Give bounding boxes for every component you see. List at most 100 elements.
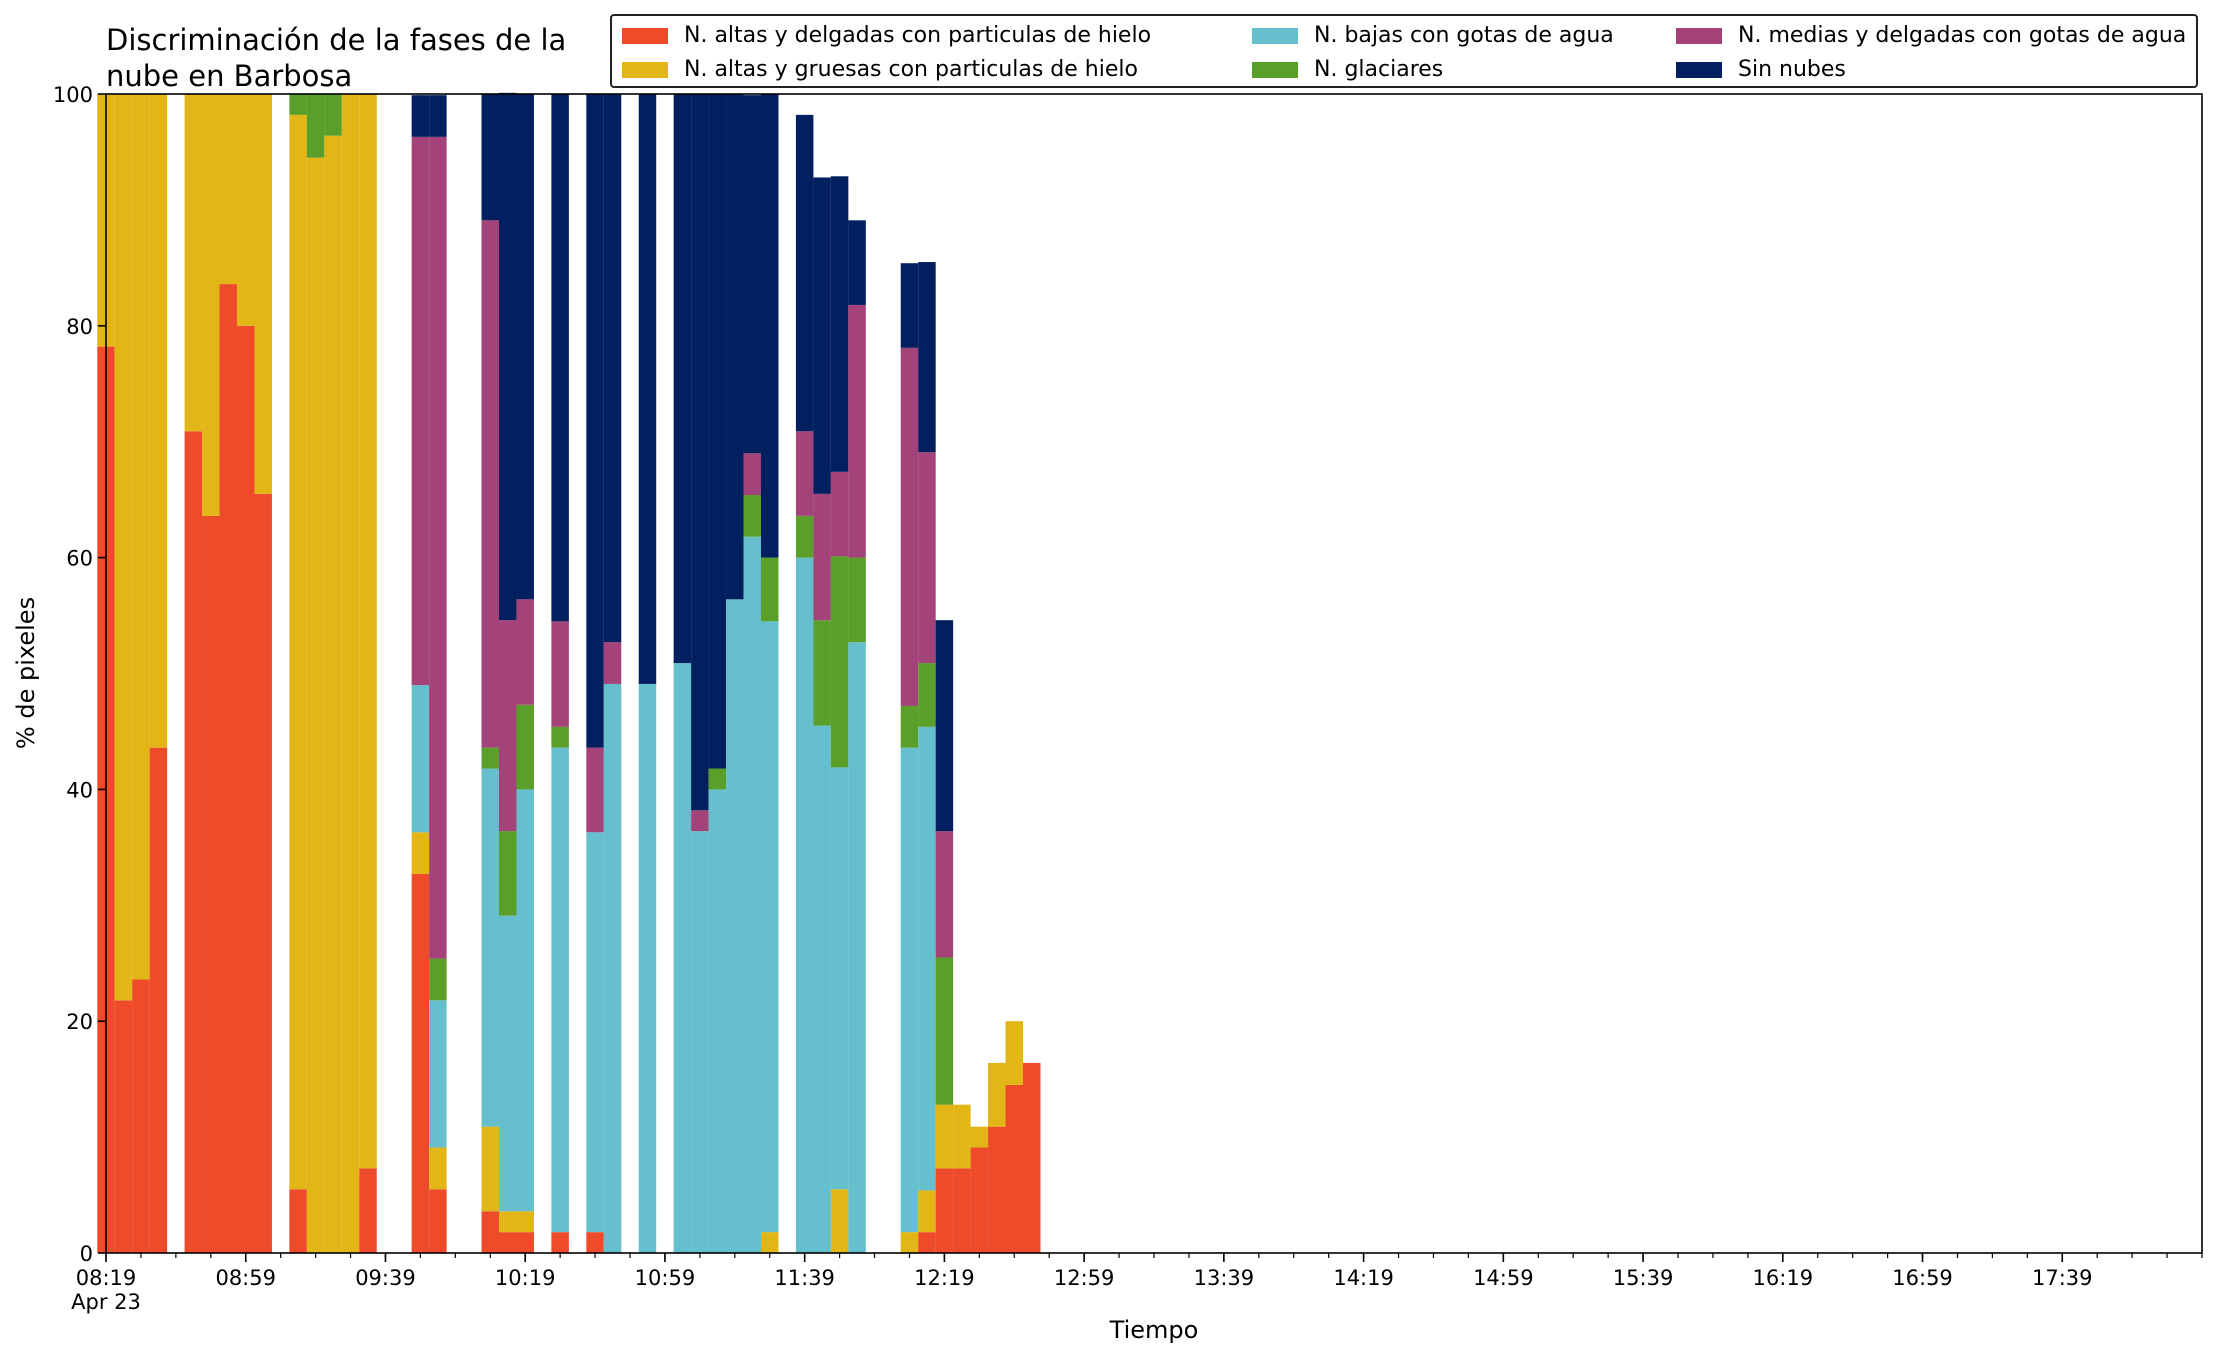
bar-segment bbox=[498, 92, 517, 621]
x-tick-label: 17:39 bbox=[2032, 1266, 2093, 1290]
bar-segment bbox=[795, 515, 814, 558]
x-tick-label: 11:39 bbox=[774, 1266, 835, 1290]
bar-segment bbox=[586, 832, 604, 1233]
bar-segment bbox=[149, 94, 168, 748]
bar-segment bbox=[988, 1126, 1006, 1253]
bar-segment bbox=[481, 768, 500, 1127]
x-tick-label: 14:19 bbox=[1333, 1266, 1394, 1290]
bar-segment bbox=[935, 620, 954, 832]
legend-label: N. glaciares bbox=[1314, 57, 1444, 82]
bar-segment bbox=[586, 1232, 604, 1253]
bar-segment bbox=[813, 493, 831, 621]
bar-segment bbox=[760, 1232, 779, 1253]
bar-segment bbox=[935, 1104, 954, 1169]
bar-segment bbox=[411, 136, 430, 686]
bar-segment bbox=[848, 557, 866, 643]
bar-segment bbox=[551, 621, 569, 727]
bar-segment bbox=[306, 94, 325, 158]
bar-segment bbox=[516, 1232, 534, 1253]
bar-segment bbox=[429, 1000, 447, 1148]
bar-segment bbox=[289, 114, 307, 1190]
x-tick-label: 09:39 bbox=[355, 1266, 416, 1290]
bar-segment bbox=[795, 557, 814, 1253]
bar-segment bbox=[324, 135, 342, 1254]
legend-swatch bbox=[1676, 62, 1722, 78]
bar-segment bbox=[900, 747, 919, 1233]
x-axis-label: Tiempo bbox=[1109, 1316, 1199, 1344]
bar-segment bbox=[481, 1211, 500, 1253]
bar-segment bbox=[359, 1168, 377, 1253]
bar-segment bbox=[498, 831, 517, 916]
bar-segment bbox=[516, 599, 534, 705]
bar-segment bbox=[830, 471, 849, 557]
bar-segment bbox=[114, 94, 133, 1001]
bar-segment bbox=[743, 495, 762, 537]
bar-segment bbox=[236, 94, 255, 326]
x-tick-label: 10:59 bbox=[635, 1266, 696, 1290]
plot-frame bbox=[105, 93, 2203, 1254]
bar-segment bbox=[918, 1190, 936, 1233]
x-tick-label: 16:59 bbox=[1892, 1266, 1953, 1290]
bar-segment bbox=[848, 642, 866, 1253]
bar-segment bbox=[795, 431, 814, 516]
y-axis: 0 20 40 60 80 100 bbox=[53, 83, 106, 1266]
bar-segment bbox=[516, 94, 534, 600]
bar-segment bbox=[429, 958, 447, 1001]
bar-segment bbox=[900, 347, 919, 706]
bar-segment bbox=[743, 453, 762, 496]
x-tick-label: 10:19 bbox=[495, 1266, 556, 1290]
x-tick-label: 08:19 bbox=[76, 1266, 137, 1290]
bar-segment bbox=[132, 979, 150, 1253]
bar-segment bbox=[673, 663, 692, 1253]
legend-swatch bbox=[622, 62, 668, 78]
bar-segment bbox=[114, 1000, 133, 1253]
bar-segment bbox=[638, 683, 657, 1253]
bar-segment bbox=[219, 94, 238, 285]
bar-segment bbox=[219, 284, 238, 1254]
legend-swatch bbox=[1676, 28, 1722, 44]
bar-segment bbox=[429, 136, 447, 959]
x-tick-label: 12:19 bbox=[914, 1266, 975, 1290]
bar-segment bbox=[603, 642, 622, 684]
bar-segment bbox=[289, 94, 307, 115]
bar-segment bbox=[498, 1232, 517, 1253]
bar-segment bbox=[289, 1189, 307, 1253]
bar-segment bbox=[708, 94, 727, 769]
legend-swatch bbox=[622, 28, 668, 44]
bar-segment bbox=[848, 220, 866, 305]
x-tick-label: 08:59 bbox=[215, 1266, 276, 1290]
y-tick-label: 60 bbox=[66, 547, 93, 571]
x-tick-label: 16:19 bbox=[1753, 1266, 1814, 1290]
x-tick-label: 13:39 bbox=[1194, 1266, 1255, 1290]
bar-segment bbox=[202, 515, 220, 1253]
bar-segment bbox=[132, 94, 150, 980]
bar-segment bbox=[324, 94, 342, 136]
bar-segment bbox=[184, 431, 203, 1253]
bar-segment bbox=[760, 94, 779, 558]
bar-segment bbox=[411, 874, 430, 1253]
bar-segment bbox=[516, 704, 534, 790]
bar-segment bbox=[830, 767, 849, 1190]
bar-segment bbox=[586, 94, 604, 748]
bar-segment bbox=[481, 747, 500, 769]
bar-segment bbox=[988, 1062, 1006, 1127]
bars-group bbox=[97, 92, 1041, 1254]
bar-segment bbox=[830, 1189, 849, 1253]
bar-segment bbox=[743, 536, 762, 1253]
bar-segment bbox=[900, 705, 919, 748]
bar-segment bbox=[359, 94, 377, 1169]
bar-segment bbox=[254, 493, 272, 1253]
bar-segment bbox=[935, 957, 954, 1105]
legend-swatch bbox=[1252, 62, 1298, 78]
bar-segment bbox=[551, 726, 569, 748]
bar-segment bbox=[481, 220, 500, 748]
bar-segment bbox=[918, 1232, 936, 1253]
bar-segment bbox=[918, 262, 936, 453]
chart-title: Discriminación de la fases de la nube en… bbox=[106, 23, 567, 93]
bar-segment bbox=[1005, 1021, 1024, 1085]
bar-segment bbox=[708, 768, 727, 790]
bar-segment bbox=[760, 621, 779, 1233]
x-tick-label: 15:39 bbox=[1613, 1266, 1674, 1290]
y-tick-label: 100 bbox=[53, 83, 93, 107]
